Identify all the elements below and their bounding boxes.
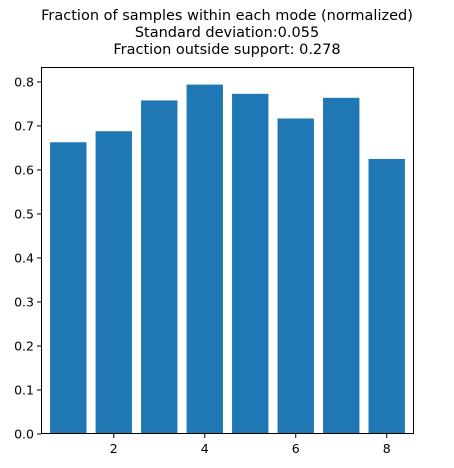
bar-1 — [50, 142, 87, 434]
y-tick-label: 0.4 — [14, 250, 34, 265]
bar-7 — [323, 97, 360, 435]
plot-area-frame — [41, 67, 414, 434]
y-tick-label: 0.7 — [14, 118, 34, 133]
bars-layer — [50, 84, 405, 435]
bar-6 — [277, 118, 314, 435]
bar-8 — [368, 158, 405, 434]
x-tick-label: 6 — [292, 441, 300, 456]
bar-4 — [186, 84, 223, 434]
y-tick-label: 0.1 — [14, 382, 34, 397]
y-tick-label: 0.0 — [14, 427, 34, 442]
y-tick-label: 0.2 — [14, 338, 34, 353]
chart-title-line-3: Fraction outside support: 0.278 — [113, 42, 341, 58]
chart-title-line-1: Fraction of samples within each mode (no… — [41, 8, 413, 24]
bar-5 — [232, 93, 269, 434]
y-tick-label: 0.3 — [14, 294, 34, 309]
y-tick-label: 0.5 — [14, 206, 34, 221]
chart-title: Fraction of samples within each mode (no… — [0, 8, 454, 59]
bar-3 — [141, 100, 178, 435]
x-tick-label: 4 — [201, 441, 209, 456]
x-tick-label: 2 — [110, 441, 118, 456]
y-tick-label: 0.6 — [14, 162, 34, 177]
bar-2 — [95, 131, 132, 434]
chart-title-line-2: Standard deviation:0.055 — [134, 25, 320, 41]
y-tick-label: 0.8 — [14, 74, 34, 89]
x-tick-label: 8 — [383, 441, 391, 456]
ticks-layer: 2 4 6 8 0.0 0.1 0.2 0.3 0.4 0.5 0.6 0.7 0.8 — [14, 74, 391, 456]
